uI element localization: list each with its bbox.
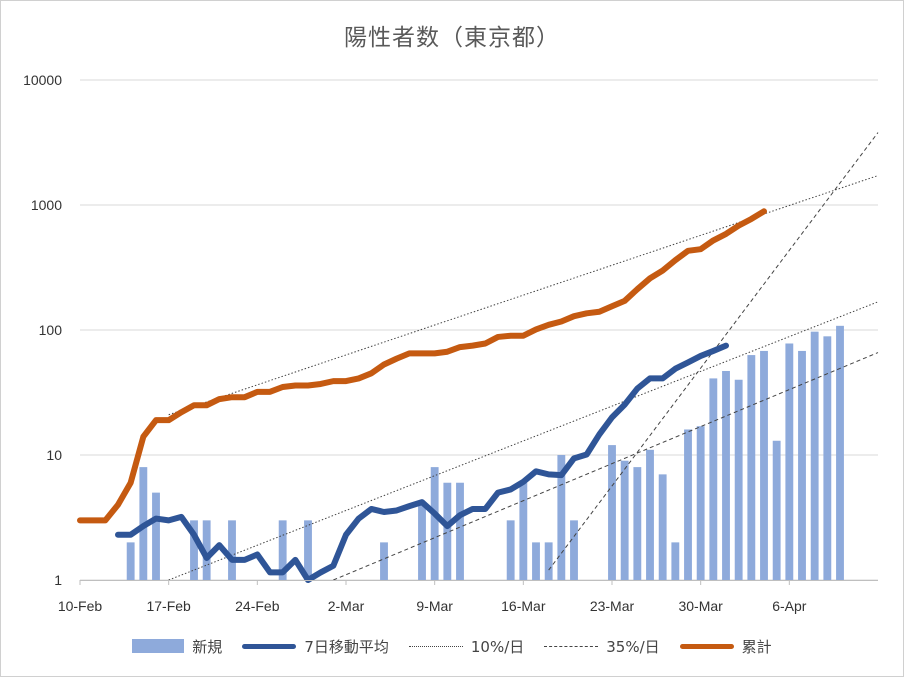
y-tick-label: 1000 (31, 197, 62, 213)
bar-new-cases (126, 542, 135, 580)
x-tick-label: 6-Apr (772, 598, 807, 614)
x-tick-label: 24-Feb (235, 598, 280, 614)
legend-item-cumulative: 累計 (679, 636, 772, 657)
legend-swatch-new (132, 639, 185, 653)
x-tick-label: 10-Feb (58, 598, 103, 614)
bar-new-cases (304, 520, 312, 580)
bar-new-cases (696, 426, 705, 580)
bar-new-cases (684, 429, 692, 580)
bar-new-cases (202, 520, 211, 580)
bar-new-cases (519, 482, 528, 580)
line-cumulative (77, 208, 767, 524)
bar-new-cases (709, 378, 718, 580)
bar-new-cases (608, 445, 616, 580)
x-tick-label: 16-Mar (501, 598, 546, 614)
legend-label-trend-35: 35%/日 (606, 637, 660, 656)
bar-new-cases (734, 379, 743, 580)
axes: 1 10 100 1000 10000 10-Feb 17-Feb 24-Feb 2-Mar 9-… (23, 72, 878, 614)
x-tick-label: 17-Feb (146, 598, 191, 614)
bar-new-cases (671, 542, 680, 580)
gridlines (80, 79, 878, 581)
bar-new-cases (570, 520, 578, 580)
bar-new-cases (646, 449, 654, 580)
legend-item-trend-35: 35%/日 (544, 636, 660, 657)
x-tick-label: 23-Mar (590, 598, 635, 614)
legend-swatch-trend-10 (408, 645, 463, 647)
bar-new-cases (772, 440, 781, 580)
bar-new-cases (722, 370, 730, 580)
bar-new-cases (760, 350, 768, 580)
y-tick-label: 10000 (23, 72, 62, 88)
x-tick-label: 2-Mar (328, 598, 365, 614)
bar-new-cases (278, 520, 287, 580)
y-tick-label: 1 (54, 572, 62, 588)
trend-line-5 (333, 352, 879, 581)
legend-label-moving-average: 7日移動平均 (304, 637, 389, 656)
legend-swatch-trend-35 (544, 645, 599, 647)
line-series (77, 208, 767, 583)
line-moving-average (115, 342, 729, 583)
legend-swatch-cumulative (679, 643, 734, 649)
bar-new-cases (456, 482, 464, 580)
bar-new-cases (190, 520, 198, 580)
legend-label-new: 新規 (192, 637, 223, 656)
legend: 新規 7日移動平均 10%/日 35%/日 累計 (0, 634, 904, 658)
bar-new-cases (506, 520, 515, 580)
y-tick-label: 100 (39, 322, 63, 338)
bar-new-cases (152, 492, 160, 580)
bar-new-cases (620, 460, 629, 580)
bar-new-cases (544, 542, 553, 580)
chart-title: 陽性者数（東京都） (344, 25, 560, 51)
bar-new-cases (633, 467, 642, 580)
legend-swatch-moving-average (242, 643, 297, 649)
bar-new-cases (658, 474, 667, 580)
bar-new-cases (785, 343, 794, 580)
y-tick-label: 10 (46, 447, 62, 463)
legend-item-moving-average: 7日移動平均 (242, 636, 389, 657)
x-tick-label: 9-Mar (416, 598, 453, 614)
legend-label-trend-10: 10%/日 (470, 637, 525, 656)
bar-new-cases (810, 331, 819, 580)
bar-new-cases (557, 455, 566, 580)
bar-series-new-cases (126, 325, 844, 580)
bar-new-cases (380, 542, 388, 580)
bar-new-cases (443, 482, 452, 580)
bar-new-cases (532, 542, 540, 580)
x-tick-label: 30-Mar (678, 598, 723, 614)
legend-item-trend-10: 10%/日 (408, 636, 525, 657)
legend-label-cumulative: 累計 (741, 637, 772, 656)
bar-new-cases (836, 325, 844, 580)
bar-new-cases (747, 355, 756, 580)
bar-new-cases (418, 504, 426, 580)
legend-item-new: 新規 (132, 636, 222, 657)
bar-new-cases (823, 336, 832, 580)
trend-line-3 (168, 175, 879, 416)
bar-new-cases (430, 467, 439, 580)
bar-new-cases (798, 350, 806, 580)
bar-new-cases (228, 520, 236, 580)
trend-line-2 (168, 301, 879, 581)
